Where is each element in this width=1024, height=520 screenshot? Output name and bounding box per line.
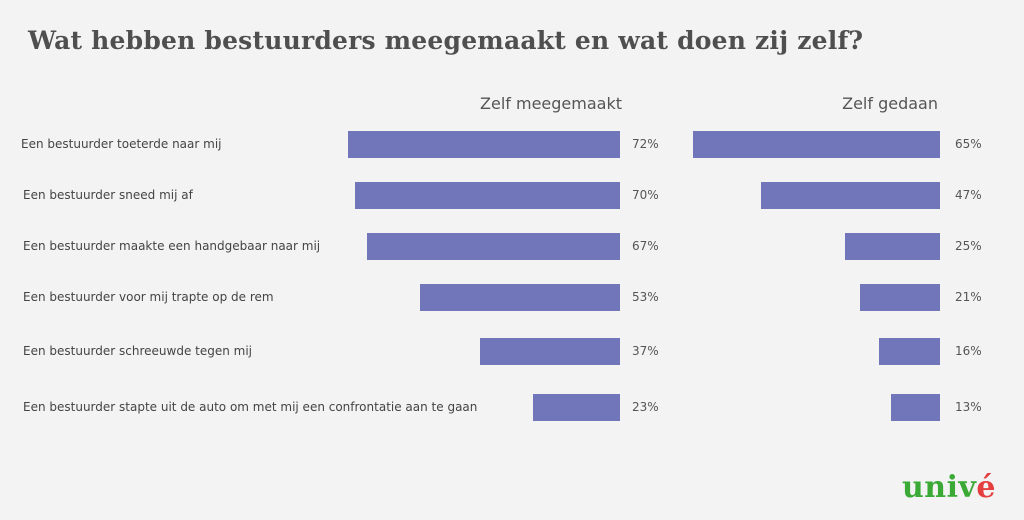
bar-zelf-gedaan-6	[890, 393, 940, 421]
data-label-zelf-gedaan-1: 65%	[955, 137, 982, 151]
category-label: Een bestuurder schreeuwde tegen mij	[23, 344, 253, 358]
bar-zelf-meegemaakt-5	[480, 337, 620, 365]
bar-zelf-meegemaakt-2	[355, 181, 620, 209]
category-label: Een bestuurder toeterde naar mij	[21, 137, 222, 151]
data-label-zelf-gedaan-2: 47%	[955, 188, 982, 202]
bar-zelf-meegemaakt-1	[347, 130, 620, 158]
data-label-zelf-meegemaakt-2: 70%	[632, 188, 659, 202]
category-label: Een bestuurder sneed mij af	[23, 188, 193, 202]
data-label-zelf-gedaan-4: 21%	[955, 290, 982, 304]
category-label: Een bestuurder voor mij trapte op de rem	[23, 290, 274, 304]
data-label-zelf-meegemaakt-1: 72%	[632, 137, 659, 151]
data-label-zelf-meegemaakt-3: 67%	[632, 239, 659, 253]
category-label: Een bestuurder stapte uit de auto om met…	[23, 400, 478, 414]
bar-zelf-meegemaakt-3	[366, 232, 620, 260]
unive-logo: univé	[901, 470, 996, 505]
data-label-zelf-gedaan-5: 16%	[955, 344, 982, 358]
bar-zelf-gedaan-4	[860, 283, 940, 311]
bar-zelf-gedaan-2	[761, 181, 940, 209]
data-label-zelf-gedaan-3: 25%	[955, 239, 982, 253]
series-heading-zelf-meegemaakt: Zelf meegemaakt	[480, 94, 622, 113]
bar-zelf-gedaan-1	[693, 130, 940, 158]
data-label-zelf-gedaan-6: 13%	[955, 400, 982, 414]
bar-zelf-gedaan-5	[879, 337, 940, 365]
data-label-zelf-meegemaakt-5: 37%	[632, 344, 659, 358]
bar-zelf-meegemaakt-6	[533, 393, 620, 421]
bar-zelf-meegemaakt-4	[419, 283, 620, 311]
chart-title: Wat hebben bestuurders meegemaakt en wat…	[28, 26, 864, 55]
series-heading-zelf-gedaan: Zelf gedaan	[842, 94, 938, 113]
category-label: Een bestuurder maakte een handgebaar naa…	[23, 239, 321, 253]
data-label-zelf-meegemaakt-6: 23%	[632, 400, 659, 414]
bar-zelf-gedaan-3	[845, 232, 940, 260]
data-label-zelf-meegemaakt-4: 53%	[632, 290, 659, 304]
